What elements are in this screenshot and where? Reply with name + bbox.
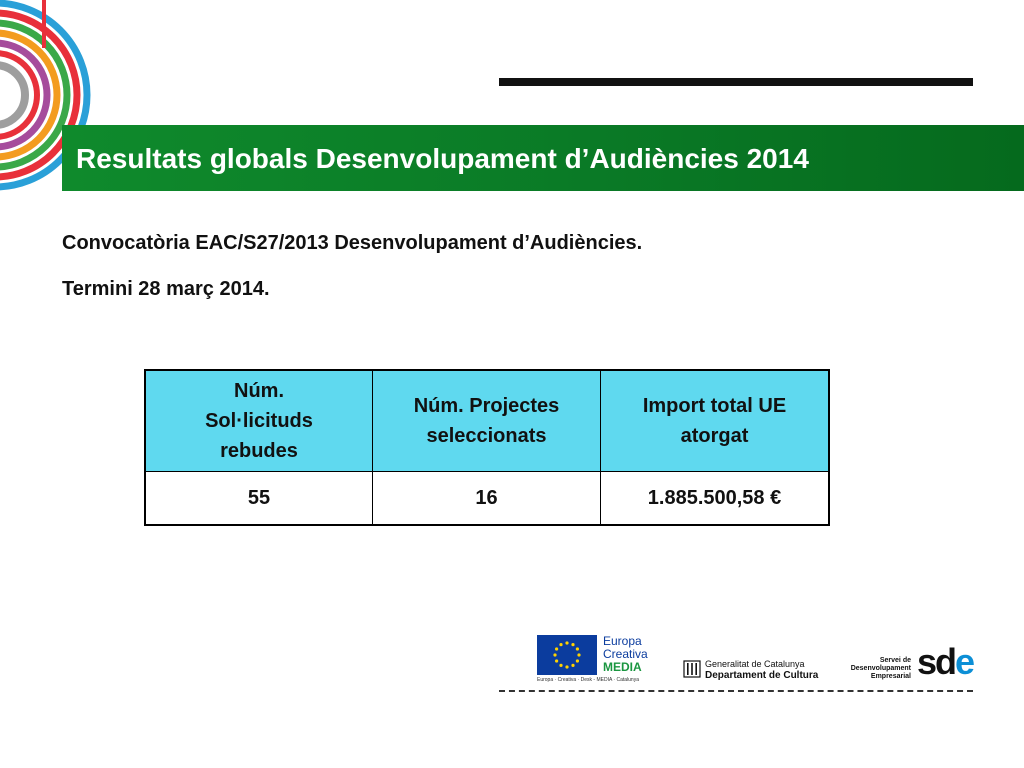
total-amount-value: 1.885.500,58 € [600,471,830,526]
department-line: Departament de Cultura [705,670,819,681]
page-title: Resultats globals Desenvolupament d’Audi… [76,143,809,174]
results-table: Núm. Sol·licituds rebudes Núm. Projectes… [144,369,830,526]
header-line: Import total UE [642,395,787,417]
sde-logo: sde [917,641,975,682]
header-applications: Núm. Sol·licituds rebudes [144,369,373,472]
decorative-arcs-logo [0,0,91,191]
header-line: Núm. [234,380,284,402]
media-line: MEDIA [603,660,642,674]
header-line: rebudes [220,440,298,462]
sde-logo-e: e [955,641,975,682]
title-bar: Resultats globals Desenvolupament d’Audi… [62,125,1024,191]
table-row: 55 16 1.885.500,58 € [144,471,830,526]
header-line: Núm. Projectes [413,395,560,417]
sde-line: Empresarial [870,673,911,680]
header-line: seleccionats [426,425,547,447]
sde-logo-sd: sd [917,641,957,682]
header-total-amount: Import total UE atorgat [600,369,830,472]
eu-caption: Europa · Creativa · Desk - MEDIA · Catal… [537,677,639,683]
sde-line: Desenvolupament [850,665,911,672]
sde-label: Servei de Desenvolupament Empresarial [839,657,911,681]
deadline: Termini 28 març 2014. [62,278,270,300]
europa-creativa-label: Europa Creativa MEDIA [603,635,648,674]
footer-logos: Europa Creativa MEDIA Europa · Creativa … [499,628,975,694]
europa-line: Europa [603,634,642,648]
header-selected-projects: Núm. Projectes seleccionats [372,369,601,472]
call-reference: Convocatòria EAC/S27/2013 Desenvolupamen… [62,232,643,254]
selected-projects-value: 16 [372,471,601,526]
generalitat-label: Generalitat de Catalunya Departament de … [705,659,818,681]
generalitat-line: Generalitat de Catalunya [705,659,805,669]
creativa-line: Creativa [603,647,648,661]
generalitat-shield-icon [683,660,701,678]
footer-dashed-rule [499,690,973,692]
table-header-row: Núm. Sol·licituds rebudes Núm. Projectes… [144,369,830,472]
sde-line: Servei de [879,657,911,664]
top-rule [499,78,973,86]
applications-value: 55 [144,471,373,526]
eu-flag-icon [537,635,597,675]
header-line: atorgat [680,425,749,447]
header-line: Sol·licituds [205,410,313,432]
